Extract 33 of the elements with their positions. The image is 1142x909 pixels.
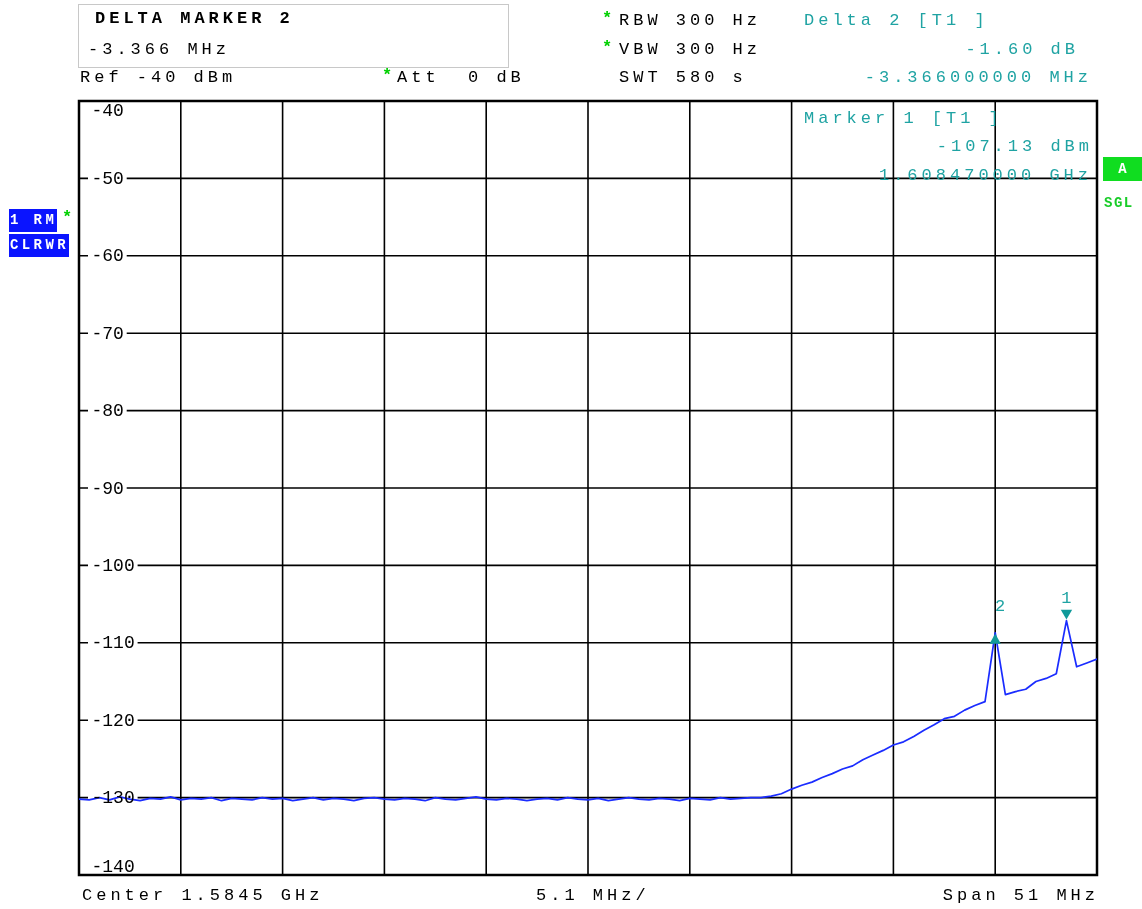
y-tick-label: -140	[91, 856, 135, 877]
text: Att 0 dB	[397, 68, 525, 88]
text: -3.366000000 MHz	[864, 68, 1092, 88]
y-tick-label: -90	[91, 478, 124, 499]
text: Span 51 MHz	[942, 886, 1099, 906]
text: 1 RM	[9, 209, 58, 232]
text: *	[602, 38, 613, 58]
text: CLRWR	[9, 234, 70, 257]
y-tick-label: -120	[91, 710, 135, 731]
annotation: 1	[1061, 588, 1072, 608]
text: Ref -40 dBm	[80, 68, 237, 88]
text: A	[1103, 157, 1142, 181]
y-tick-label: -80	[91, 401, 124, 422]
text: *	[602, 9, 613, 29]
text: DELTA MARKER 2	[95, 9, 294, 29]
text: Delta 2 [T1 ]	[804, 11, 989, 31]
text: SWT 580 s	[619, 68, 747, 88]
text: *	[62, 208, 73, 228]
text: VBW 300 Hz	[619, 40, 762, 60]
text: -1.60 dB	[965, 40, 1079, 60]
text: SGL	[1104, 194, 1134, 213]
text: RBW 300 Hz	[619, 11, 762, 31]
y-tick-label: -50	[91, 168, 124, 189]
y-tick-label: -100	[91, 555, 135, 576]
text: *	[382, 66, 393, 86]
y-tick-label: -60	[91, 246, 124, 267]
annotation: 2	[995, 596, 1006, 616]
text: -3.366 MHz	[88, 40, 231, 60]
y-tick-label: -40	[91, 100, 124, 121]
y-tick-label: -70	[91, 323, 124, 344]
text: 5.1 MHz/	[536, 886, 650, 906]
text: Center 1.5845 GHz	[82, 886, 324, 906]
y-tick-label: -110	[91, 633, 135, 654]
